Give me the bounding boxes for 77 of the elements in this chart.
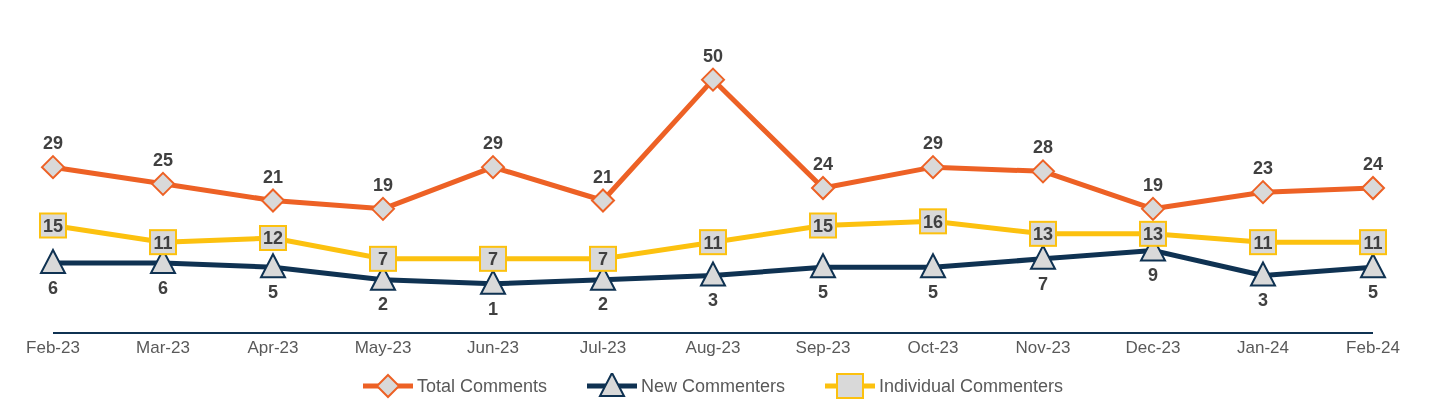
data-label: 23 — [1252, 158, 1274, 179]
data-label: 6 — [157, 277, 169, 298]
data-label: 28 — [1032, 137, 1054, 158]
data-label: 16 — [922, 211, 944, 232]
data-label: 7 — [487, 249, 499, 270]
x-tick-label: Aug-23 — [685, 338, 741, 358]
point — [480, 269, 506, 295]
point — [1361, 176, 1385, 200]
data-label: 5 — [267, 281, 279, 302]
data-label: 7 — [597, 249, 609, 270]
data-label: 29 — [922, 133, 944, 154]
x-tick-label: Dec-23 — [1125, 338, 1181, 358]
data-label: 13 — [1142, 224, 1164, 245]
data-label: 21 — [262, 166, 284, 187]
point — [811, 176, 835, 200]
x-tick-label: Nov-23 — [1015, 338, 1071, 358]
x-tick-label: Jan-24 — [1237, 338, 1289, 358]
data-label: 11 — [153, 232, 173, 253]
data-label: 1 — [487, 298, 499, 319]
x-tick-label: Oct-23 — [907, 338, 959, 358]
x-tick-label: May-23 — [354, 338, 412, 358]
data-label: 7 — [377, 249, 389, 270]
x-tick-label: Mar-23 — [136, 338, 190, 358]
data-label: 15 — [812, 215, 834, 236]
data-label: 5 — [927, 281, 939, 302]
point — [371, 196, 395, 221]
data-label: 13 — [1032, 224, 1054, 245]
data-label: 6 — [47, 277, 59, 298]
point — [260, 253, 286, 279]
data-label: 7 — [1037, 273, 1049, 294]
data-label: 11 — [1253, 232, 1273, 253]
data-label: 5 — [1367, 281, 1379, 302]
point — [591, 188, 615, 213]
point — [1031, 159, 1055, 184]
x-tick-label: Sep-23 — [795, 338, 851, 358]
point — [1250, 261, 1276, 287]
legend-label: New Commenters — [639, 374, 785, 398]
point — [40, 249, 66, 274]
data-label: 2 — [597, 294, 609, 315]
data-label: 29 — [482, 133, 504, 154]
data-label: 11 — [703, 232, 723, 253]
data-label: 12 — [262, 228, 284, 249]
x-tick-label: Feb-23 — [26, 338, 80, 358]
point — [701, 67, 725, 92]
point — [261, 188, 285, 213]
data-label: 5 — [817, 281, 829, 302]
data-label: 2 — [377, 294, 389, 315]
data-label: 11 — [1363, 232, 1383, 253]
data-label: 9 — [1147, 265, 1159, 286]
point — [1251, 180, 1275, 205]
data-label: 25 — [152, 149, 174, 170]
legend-label: Individual Commenters — [878, 374, 1064, 398]
point — [1141, 196, 1165, 221]
legend-label: Total Comments — [415, 374, 547, 398]
data-label: 3 — [707, 290, 719, 311]
data-label: 29 — [42, 133, 64, 154]
data-label: 19 — [372, 174, 394, 195]
x-tick-label: Apr-23 — [247, 338, 299, 358]
x-tick-label: Feb-24 — [1346, 338, 1400, 358]
point — [920, 253, 946, 279]
data-label: 3 — [1257, 290, 1269, 311]
x-tick-label: Jul-23 — [579, 338, 627, 358]
point — [700, 261, 726, 287]
point — [151, 171, 175, 196]
data-label: 15 — [42, 215, 64, 236]
point — [1030, 244, 1056, 270]
data-label: 24 — [1362, 154, 1384, 174]
point — [481, 155, 505, 180]
data-label: 21 — [592, 166, 614, 187]
point — [1360, 253, 1386, 279]
point — [921, 155, 945, 180]
data-label: 24 — [812, 154, 834, 174]
point — [41, 155, 65, 180]
point — [810, 253, 836, 279]
x-tick-label: Jun-23 — [467, 338, 519, 358]
data-label: 19 — [1142, 174, 1164, 195]
data-label: 50 — [702, 45, 724, 66]
